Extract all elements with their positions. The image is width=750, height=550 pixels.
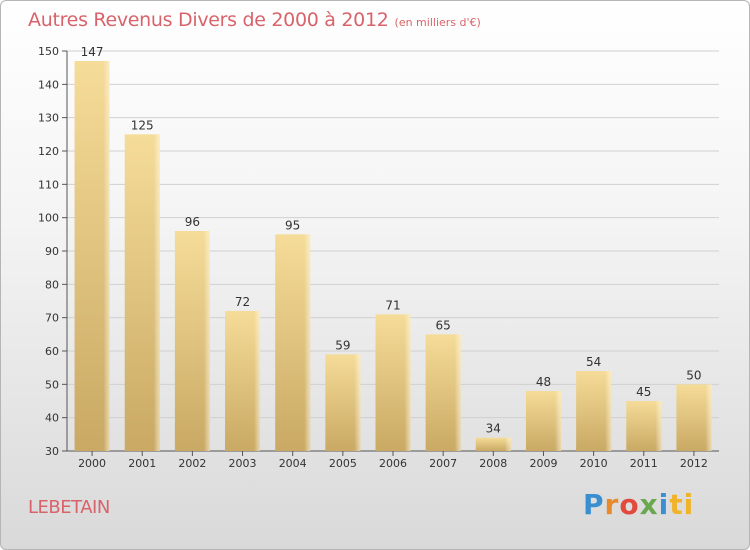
logo-letter: i: [658, 488, 670, 521]
value-label: 48: [536, 375, 551, 389]
chart-subtitle: (en milliers d'€): [394, 16, 481, 29]
value-label: 72: [235, 295, 250, 309]
bar-highlight: [354, 354, 361, 451]
bar-highlight: [254, 311, 261, 451]
bar-highlight: [605, 371, 612, 451]
bar-highlight: [554, 391, 561, 451]
bar-highlight: [705, 384, 712, 451]
x-tick-label: 2005: [329, 457, 357, 470]
value-label: 54: [586, 355, 601, 369]
value-label: 50: [686, 368, 701, 382]
bar: [475, 437, 511, 451]
y-tick-label: 110: [38, 178, 59, 191]
x-tick-label: 2006: [379, 457, 407, 470]
chart-title: Autres Revenus Divers de 2000 à 2012 (en …: [28, 9, 481, 31]
x-tick-label: 2011: [630, 457, 658, 470]
value-label: 96: [185, 215, 200, 229]
logo-letter: ti: [669, 488, 695, 521]
value-label: 125: [131, 118, 154, 132]
logo-letter: P: [583, 488, 605, 521]
x-tick-label: 2002: [178, 457, 206, 470]
bar-highlight: [203, 231, 210, 451]
x-tick-label: 2000: [78, 457, 106, 470]
x-tick-label: 2003: [229, 457, 257, 470]
value-label: 59: [335, 338, 350, 352]
labels: 30 40 50 60 70 80 90 100 110 120 130 140 150 147 2000 1…: [38, 45, 708, 470]
y-tick-label: 100: [38, 212, 59, 225]
y-tick-label: 30: [45, 445, 59, 458]
x-tick-label: 2008: [479, 457, 507, 470]
value-label: 147: [81, 45, 104, 59]
x-tick-label: 2001: [128, 457, 156, 470]
y-tick-label: 40: [45, 412, 59, 425]
x-tick-label: 2009: [529, 457, 557, 470]
y-tick-label: 140: [38, 78, 59, 91]
y-tick-label: 150: [38, 45, 59, 58]
x-tick-label: 2012: [680, 457, 708, 470]
y-tick-label: 50: [45, 378, 59, 391]
y-tick-label: 70: [45, 312, 59, 325]
logo-letter: x: [639, 488, 659, 521]
value-label: 45: [636, 385, 651, 399]
commune-name: LEBETAIN: [28, 497, 110, 518]
x-tick-label: 2007: [429, 457, 457, 470]
logo-letter: r: [604, 488, 620, 521]
chart-title-text: Autres Revenus Divers de 2000 à 2012: [28, 9, 389, 31]
value-label: 65: [436, 318, 451, 332]
y-tick-label: 120: [38, 145, 59, 158]
y-tick-label: 80: [45, 278, 59, 291]
bar-highlight: [304, 234, 311, 451]
value-label: 71: [385, 298, 400, 312]
bar-highlight: [504, 437, 511, 451]
bar-highlight: [655, 401, 662, 451]
bar-highlight: [454, 334, 461, 451]
value-label: 95: [285, 218, 300, 232]
bar-highlight: [153, 134, 160, 452]
x-tick-label: 2010: [580, 457, 608, 470]
bars: [74, 61, 712, 452]
y-tick-label: 90: [45, 245, 59, 258]
proxiti-logo: Proxiti: [583, 488, 694, 521]
y-tick-label: 130: [38, 112, 59, 125]
x-tick-label: 2004: [279, 457, 307, 470]
logo-letter: o: [619, 488, 640, 521]
bar-highlight: [103, 61, 110, 451]
value-label: 34: [486, 422, 501, 436]
bar-highlight: [404, 314, 411, 451]
y-tick-label: 60: [45, 345, 59, 358]
